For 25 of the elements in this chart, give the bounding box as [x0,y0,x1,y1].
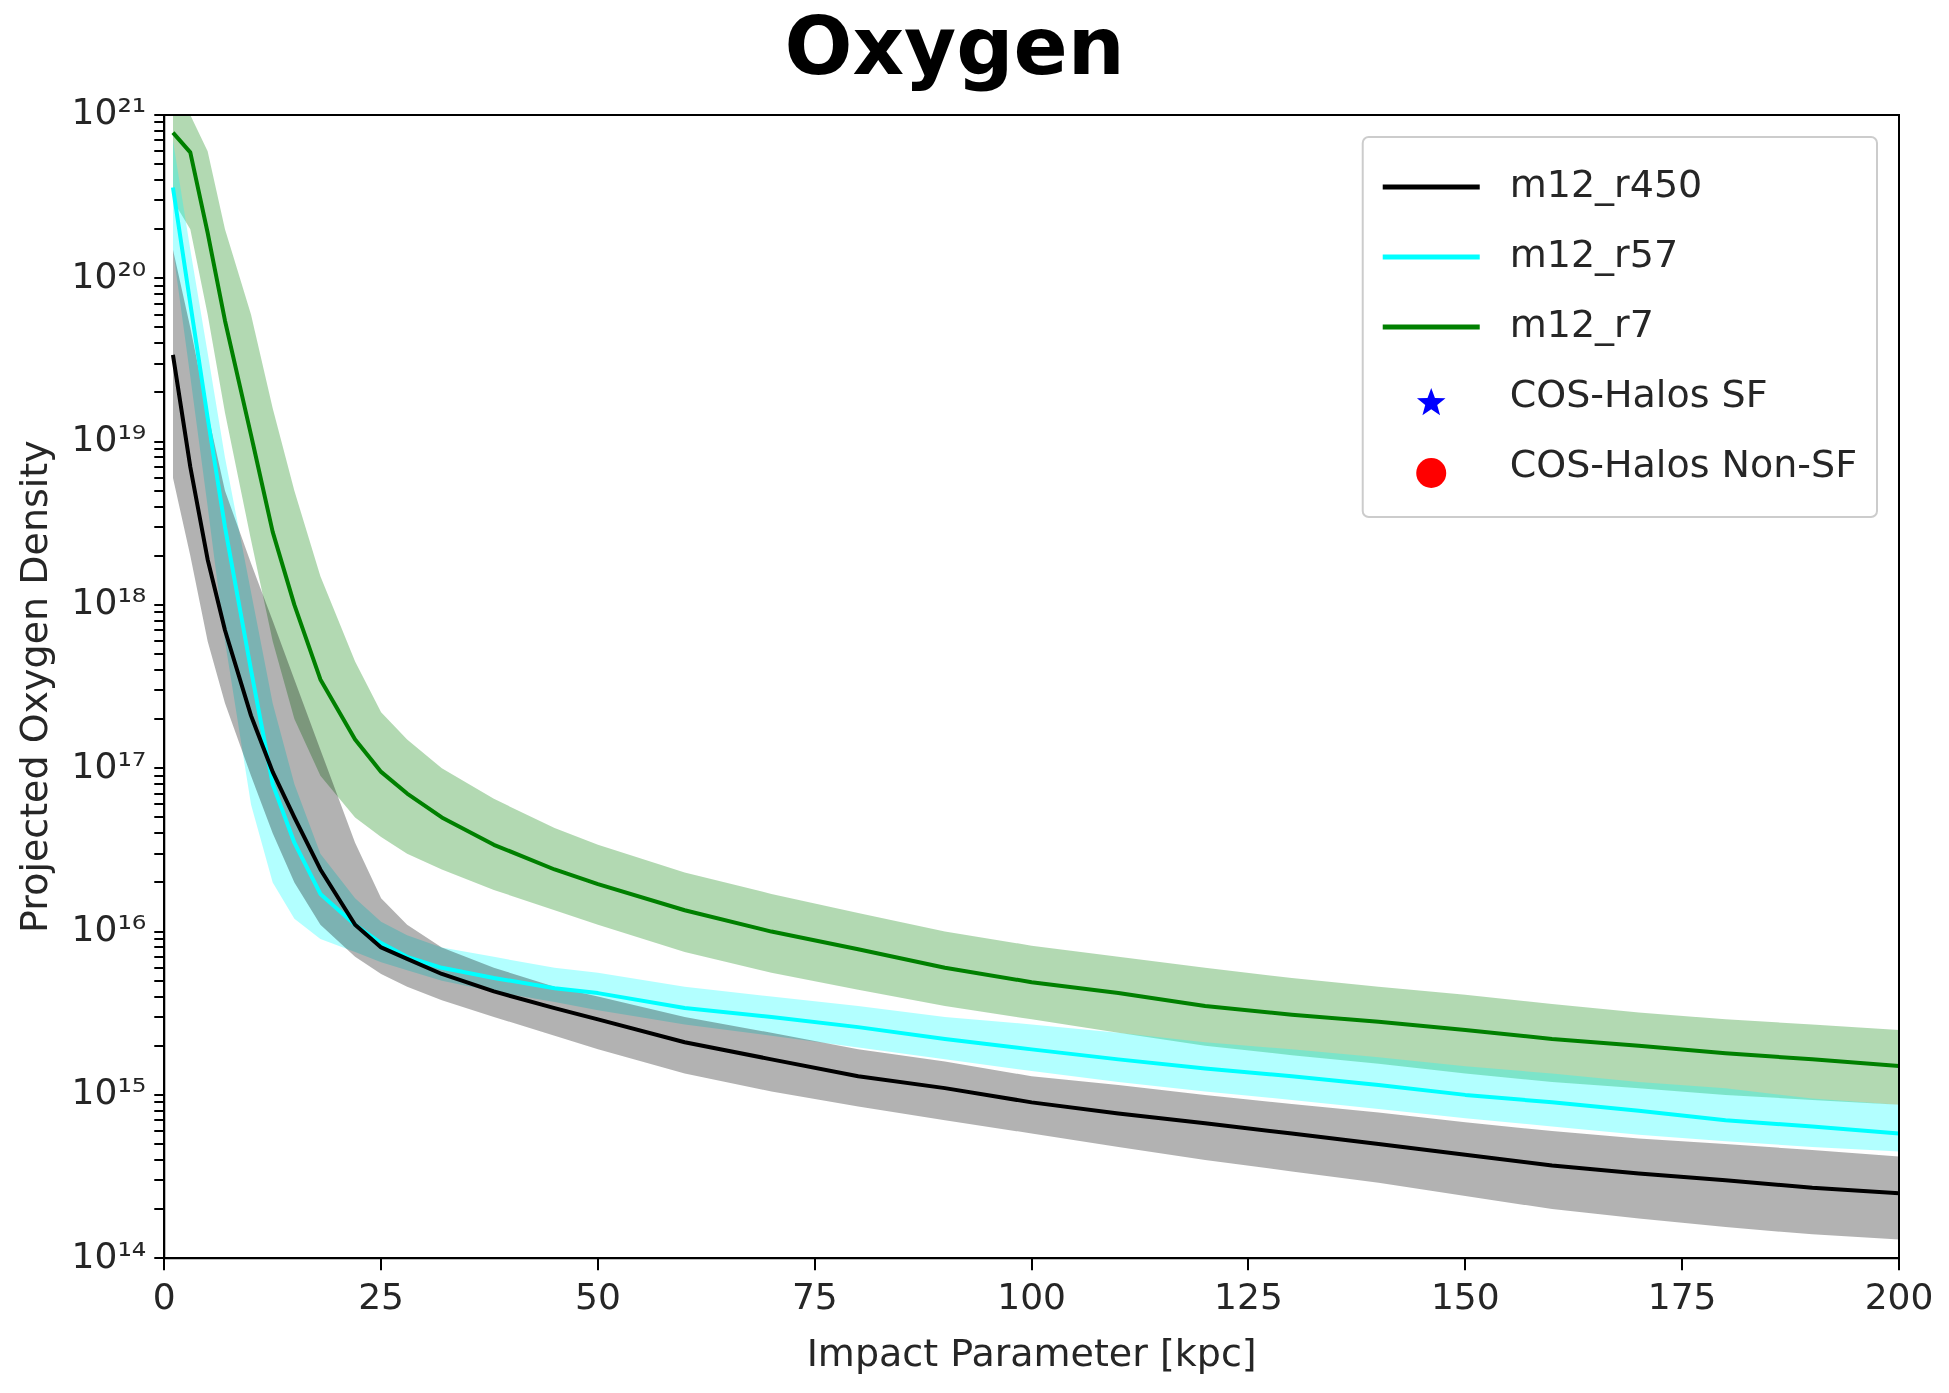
y-tick-label: 10¹⁸ [71,581,147,623]
y-tick-label: 10¹⁹ [71,417,147,459]
y-tick-label: 10²⁰ [71,254,147,296]
legend-label: m12_r450 [1509,161,1703,206]
chart-title: Oxygen [784,0,1125,93]
x-tick-label: 200 [1864,1276,1934,1318]
x-tick-label: 150 [1430,1276,1500,1318]
y-tick-label: 10¹⁴ [71,1234,147,1276]
x-tick-label: 100 [997,1276,1066,1318]
x-tick-label: 25 [358,1276,405,1318]
x-tick-label: 125 [1214,1276,1283,1318]
y-tick-label: 10¹⁷ [71,744,147,786]
y-tick-label: 10¹⁵ [71,1071,147,1113]
legend-label: COS-Halos Non-SF [1509,441,1858,486]
y-axis-title: Projected Oxygen Density [11,440,56,933]
y-tick-label: 10²¹ [71,91,147,133]
y-tick-label: 10¹⁶ [71,907,147,949]
x-tick-label: 175 [1647,1276,1717,1318]
x-tick-label: 50 [575,1276,621,1318]
legend-label: m12_r7 [1509,301,1654,346]
legend-label: m12_r57 [1509,231,1679,276]
x-tick-label: 0 [152,1276,176,1318]
x-tick-label: 75 [791,1276,838,1318]
x-axis-title: Impact Parameter [kpc] [806,1331,1257,1376]
legend-label: COS-Halos SF [1509,371,1768,416]
